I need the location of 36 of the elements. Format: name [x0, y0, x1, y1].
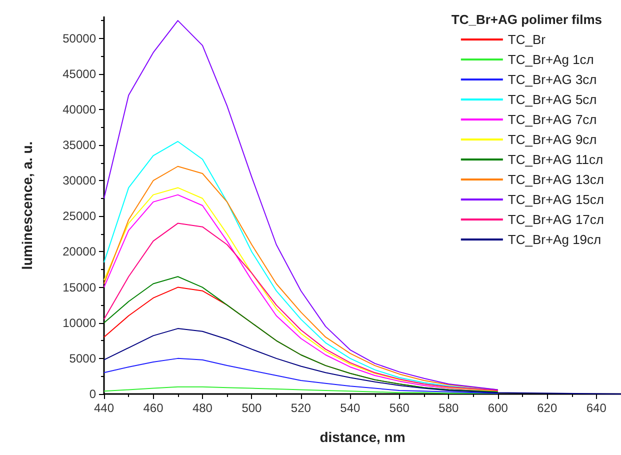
y-tick-label: 5000	[69, 351, 96, 366]
x-tick-label: 580	[438, 401, 459, 415]
x-axis-title: distance, nm	[320, 429, 406, 445]
y-tick-label: 30000	[62, 174, 96, 188]
x-tick-label: 560	[389, 401, 410, 415]
y-tick-label: 25000	[62, 209, 96, 224]
y-tick-label: 0	[89, 387, 96, 401]
x-tick-label: 520	[290, 401, 312, 415]
x-tick-label: 460	[143, 401, 164, 415]
legend-label: TC_Br+AG 9сл	[508, 132, 597, 147]
legend-label: TC_Br+AG 13сл	[508, 172, 604, 187]
x-tick-label: 600	[488, 401, 508, 415]
x-tick-label: 620	[537, 401, 558, 415]
x-tick-label: 500	[242, 401, 262, 415]
y-tick-label: 35000	[62, 138, 96, 152]
y-tick-label: 10000	[62, 316, 96, 330]
y-tick-label: 15000	[62, 280, 96, 294]
legend-label: TC_Br	[508, 32, 546, 47]
legend-label: TC_Br+AG 5сл	[508, 92, 597, 107]
y-axis-title: luminescence, a. u.	[19, 141, 35, 270]
x-tick-label: 480	[192, 401, 213, 415]
legend-label: TC_Br+AG 15сл	[508, 192, 604, 207]
y-tick-label: 20000	[62, 244, 96, 259]
legend-label: TC_Br+AG 17сл	[508, 212, 604, 227]
legend-label: TC_Br+Ag 19сл	[508, 232, 602, 247]
x-tick-label: 640	[586, 401, 607, 415]
legend-title: TC_Br+AG polimer films	[451, 12, 602, 27]
y-tick-label: 45000	[62, 66, 96, 81]
y-tick-label: 50000	[62, 31, 96, 46]
legend-label: TC_Br+Ag 1сл	[508, 52, 594, 67]
legend-label: TC_Br+AG 11сл	[508, 152, 604, 167]
legend-label: TC_Br+AG 7сл	[508, 112, 597, 127]
y-tick-label: 40000	[62, 102, 96, 116]
x-tick-label: 440	[94, 401, 114, 415]
x-tick-label: 540	[340, 401, 361, 415]
legend-label: TC_Br+AG 3сл	[508, 72, 597, 87]
